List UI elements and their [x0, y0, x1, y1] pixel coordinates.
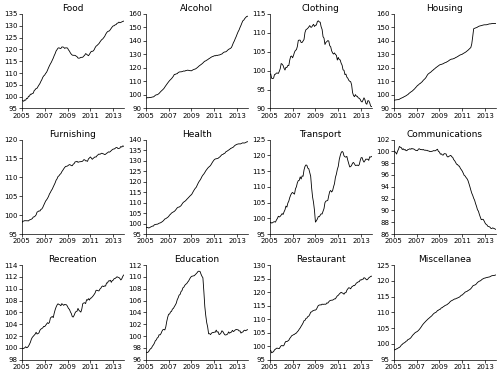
Title: Housing: Housing: [426, 4, 463, 13]
Title: Recreation: Recreation: [48, 255, 97, 264]
Title: Restaurant: Restaurant: [296, 255, 346, 264]
Title: Furnishing: Furnishing: [50, 130, 96, 139]
Title: Communications: Communications: [406, 130, 482, 139]
Title: Alcohol: Alcohol: [180, 4, 214, 13]
Title: Transport: Transport: [300, 130, 342, 139]
Title: Education: Education: [174, 255, 220, 264]
Title: Clothing: Clothing: [302, 4, 340, 13]
Title: Food: Food: [62, 4, 84, 13]
Title: Health: Health: [182, 130, 212, 139]
Title: Miscellanea: Miscellanea: [418, 255, 472, 264]
